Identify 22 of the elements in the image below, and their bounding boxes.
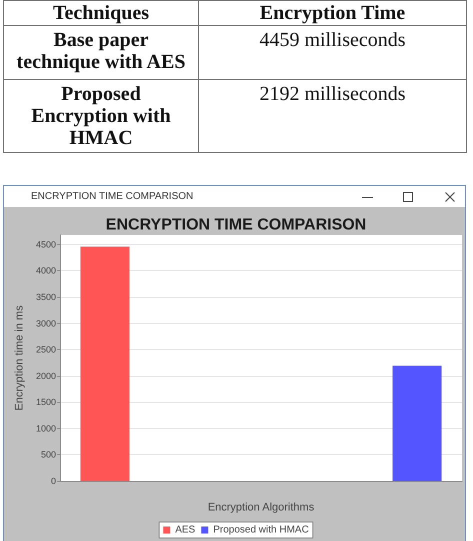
y-tick-label: 2000 (36, 370, 56, 381)
text: 2192 milliseconds (259, 83, 406, 105)
y-tick-label: 0 (50, 476, 56, 486)
y-tick-label: 500 (40, 450, 56, 460)
y-tick-label: 1500 (36, 397, 56, 408)
y-tick-label: 2500 (36, 344, 56, 355)
text: 4459 milliseconds (259, 29, 406, 51)
y-tick-label: 4000 (36, 266, 56, 276)
legend-label: Proposed with HMAC (213, 524, 309, 536)
legend-label: AES (175, 524, 196, 536)
text: Encryption Time (198, 0, 466, 26)
category-label: Proposed Encryption with HMAC (4, 80, 198, 152)
y-tick-label: 3500 (36, 292, 56, 302)
y-tick-label: 4500 (36, 239, 56, 250)
y-tick-label: 3000 (36, 318, 56, 328)
y-axis-title: Encryption time in ms (14, 304, 26, 411)
x-axis-title: Encryption Algorithms (208, 502, 315, 514)
text: ENCRYPTION TIME COMPARISON (31, 191, 194, 202)
text: Techniques (4, 0, 198, 26)
chart-title: ENCRYPTION TIME COMPARISON (106, 216, 366, 234)
y-tick-label: 1000 (36, 423, 56, 434)
category-label: Base paper technique with AES (4, 26, 198, 80)
